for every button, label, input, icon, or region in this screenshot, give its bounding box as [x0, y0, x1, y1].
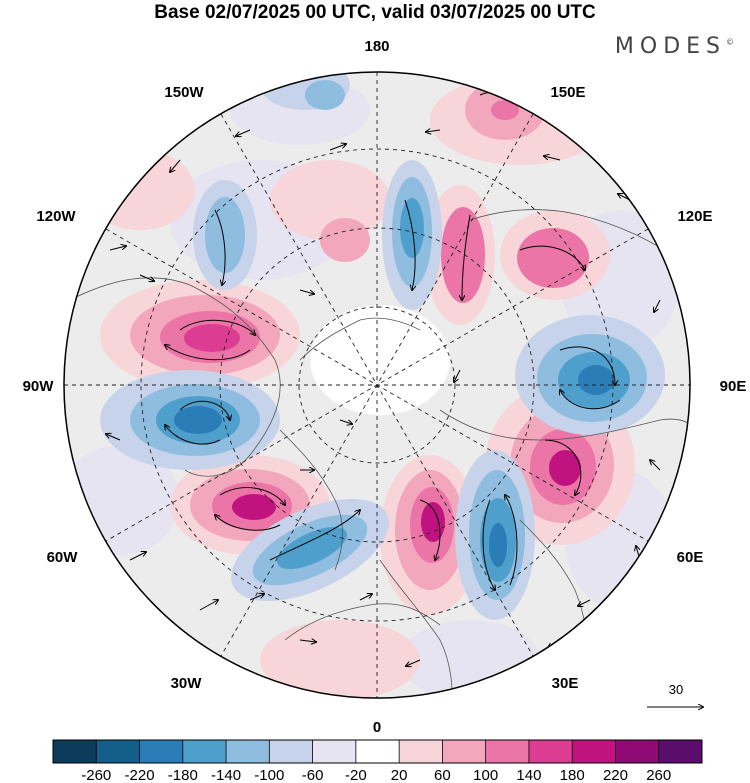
- label-0: 0: [373, 719, 381, 736]
- colorbar-swatch: [182, 740, 227, 763]
- colorbar-label: -140: [211, 767, 241, 783]
- colorbar-swatch: [485, 740, 530, 763]
- colorbar-swatch: [399, 740, 443, 763]
- colorbar: -260 -220 -180 -140 -100 -60 -20 20 60 100 140 180 2…: [52, 739, 703, 783]
- colorbar-swatch: [442, 740, 487, 763]
- colorbar-swatch: [572, 740, 616, 763]
- colorbar-swatch: [528, 740, 573, 763]
- colorbar-swatch: [312, 740, 357, 763]
- colorbar-swatch: [355, 740, 400, 763]
- label-60w: 60W: [47, 549, 79, 566]
- modes-logo: MODES©: [614, 34, 734, 59]
- reference-vector: 30: [647, 682, 703, 707]
- label-60e: 60E: [677, 549, 704, 566]
- meridians: [64, 72, 690, 698]
- colorbar-border: [52, 739, 703, 764]
- colorbar-swatch: [658, 740, 703, 763]
- colorbar-label: 60: [434, 767, 451, 783]
- colorbar-label: 220: [603, 767, 628, 783]
- map-disc: [64, 72, 690, 698]
- label-90e: 90E: [720, 378, 747, 395]
- svg-text:30: 30: [669, 682, 683, 697]
- wind-vectors: [106, 90, 661, 666]
- label-150w: 150W: [164, 84, 204, 101]
- colorbar-label: -100: [254, 767, 284, 783]
- colorbar-label: 180: [560, 767, 585, 783]
- label-150e: 150E: [550, 84, 585, 101]
- colorbar-label: 100: [473, 767, 498, 783]
- label-120e: 120E: [677, 208, 712, 225]
- colorbar-label: -180: [168, 767, 198, 783]
- label-120w: 120W: [36, 208, 76, 225]
- colorbar-label: -220: [125, 767, 155, 783]
- colorbar-label: 260: [646, 767, 671, 783]
- colorbar-label: -60: [302, 767, 324, 783]
- label-90w: 90W: [23, 378, 55, 395]
- colorbar-swatch: [226, 740, 270, 763]
- colorbar-label: 140: [516, 767, 541, 783]
- colorbar-label: -20: [345, 767, 367, 783]
- label-30e: 30E: [552, 675, 579, 692]
- colorbar-label: -260: [81, 767, 111, 783]
- map-border: [63, 71, 691, 699]
- label-30w: 30W: [171, 675, 203, 692]
- polar-cap: [310, 305, 450, 415]
- longitude-labels: 180 0 90W 90E 150W 150E 120W 120E 60W 60…: [23, 38, 747, 736]
- colorbar-swatch: [53, 740, 97, 763]
- anomaly-fields: [64, 72, 680, 698]
- colorbar-swatch: [615, 740, 660, 763]
- colorbar-swatch: [139, 740, 184, 763]
- colorbar-label: 20: [391, 767, 408, 783]
- colorbar-swatch: [96, 740, 141, 763]
- map-title: Base 02/07/2025 00 UTC, valid 03/07/2025…: [154, 2, 596, 23]
- colorbar-swatch: [269, 740, 314, 763]
- label-180: 180: [364, 38, 389, 55]
